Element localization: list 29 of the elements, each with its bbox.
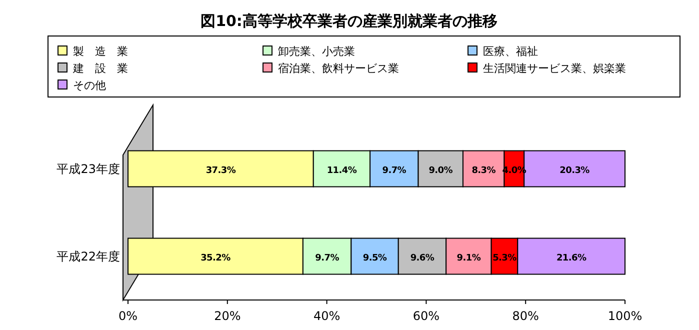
- data-label: 9.1%: [456, 253, 481, 264]
- y-tick-label: 平成23年度: [56, 162, 120, 176]
- data-label: 35.2%: [200, 253, 231, 264]
- legend-label: 卸売業、小売業: [278, 45, 355, 58]
- data-label: 37.3%: [206, 166, 236, 176]
- data-label: 9.5%: [362, 253, 387, 264]
- data-label: 9.0%: [428, 166, 453, 176]
- legend-label: 医療、福祉: [483, 45, 538, 58]
- x-tick-label: 60%: [412, 309, 440, 323]
- data-label: 9.7%: [315, 253, 340, 264]
- legend-label: 製 造 業: [73, 45, 128, 58]
- legend-label: その他: [73, 79, 106, 92]
- data-label: 21.6%: [556, 253, 586, 264]
- data-label: 20.3%: [560, 166, 590, 176]
- data-label: 11.4%: [326, 166, 357, 176]
- x-tick-label: 40%: [313, 309, 340, 323]
- chart-title: 図10:高等学校卒業者の産業別就業者の推移: [200, 12, 498, 30]
- legend-label: 建 設 業: [72, 62, 128, 75]
- data-label: 8.3%: [472, 166, 496, 176]
- x-tick-label: 0%: [118, 309, 138, 323]
- x-tick-label: 100%: [608, 309, 642, 323]
- x-tick-label: 80%: [512, 309, 539, 323]
- data-label: 9.7%: [382, 166, 406, 176]
- data-label: 9.6%: [410, 253, 434, 264]
- data-label: 5.3%: [492, 253, 517, 264]
- legend-label: 生活関連サービス業、娯楽業: [483, 62, 626, 75]
- legend-label: 宿泊業、飲料サービス業: [278, 62, 399, 75]
- y-tick-label: 平成22年度: [56, 249, 120, 264]
- x-tick-label: 20%: [214, 309, 241, 323]
